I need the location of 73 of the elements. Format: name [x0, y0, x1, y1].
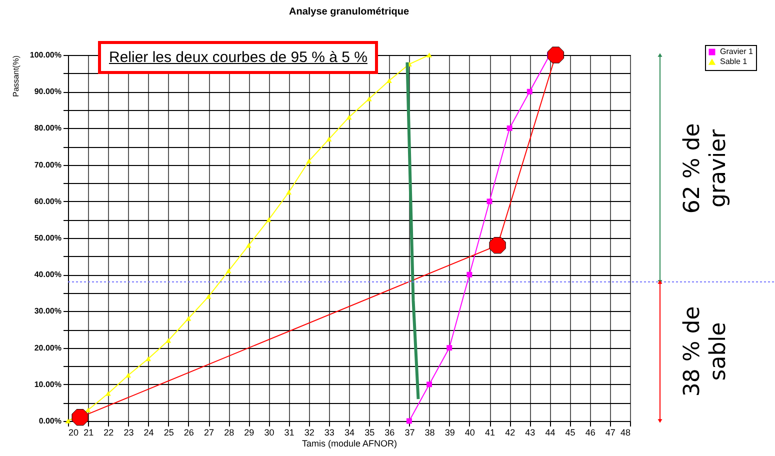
x-tick-label: 37	[404, 428, 415, 438]
point	[125, 372, 131, 378]
x-tick-label: 29	[244, 428, 254, 438]
point	[286, 190, 292, 195]
y-tick-label: 20.00%	[34, 343, 62, 352]
y-tick-label: 70.00%	[34, 160, 62, 170]
point	[406, 418, 412, 424]
x-tick-label: 34	[344, 428, 355, 438]
point	[266, 217, 272, 222]
point	[206, 294, 212, 299]
y-tick-label: 10.00%	[34, 380, 62, 389]
y-tick-label: 60.00%	[34, 196, 62, 206]
x-tick-label: 39	[444, 428, 455, 438]
x-tick-label: 20	[68, 428, 79, 438]
x-tick-label: 21	[84, 428, 94, 438]
point	[226, 268, 232, 274]
y-tick-label: 80.00%	[34, 124, 62, 133]
point	[72, 409, 88, 426]
x-tick-label: 44	[545, 428, 556, 438]
point	[146, 356, 152, 362]
x-tick-label: 41	[484, 428, 496, 438]
x-tick-label: 36	[384, 428, 395, 438]
outlined-note: Relier les deux courbes de 95 % à 5 %	[98, 41, 378, 74]
x-axis-title: Tamis (module AFNOR)	[302, 438, 398, 448]
y-axis-title: Passant(%)	[12, 55, 20, 97]
point	[246, 242, 252, 248]
point	[166, 338, 172, 343]
point	[446, 345, 452, 351]
x-tick-label: 47	[605, 428, 616, 438]
point	[366, 96, 372, 102]
point	[466, 272, 472, 278]
x-tick-label: 40	[464, 428, 475, 438]
x-tick-label: 27	[204, 428, 214, 438]
x-tick-label: 35	[364, 428, 375, 438]
text: 62 % de gravier	[680, 123, 731, 214]
x-tick-label: 30	[264, 428, 274, 438]
x-tick-label: 33	[324, 428, 334, 438]
y-tick-label: 90.00%	[34, 87, 62, 96]
y-tick-label: 0.00%	[38, 416, 62, 426]
point	[326, 136, 332, 142]
point	[526, 88, 532, 94]
point	[489, 237, 506, 254]
x-tick-label: 42	[505, 428, 516, 438]
point	[426, 52, 432, 58]
x-tick-label: 26	[184, 428, 194, 438]
point	[386, 78, 392, 83]
x-tick-label: 22	[104, 428, 114, 438]
x-tick-label: 24	[144, 428, 154, 438]
x-tick-label: 45	[565, 428, 576, 438]
x-tick-label: 31	[284, 428, 294, 438]
x-tick-label: 25	[164, 428, 174, 438]
legend-label: Gravier 1	[720, 47, 754, 56]
y-tick-label: 100.00%	[30, 50, 62, 60]
text: 38 % de sable	[680, 306, 731, 397]
x-tick-label: 48	[620, 428, 630, 438]
point	[547, 46, 564, 64]
x-tick-label: 28	[224, 428, 234, 438]
point	[186, 316, 192, 321]
x-tick-label: 43	[525, 428, 536, 438]
x-tick-label: 32	[304, 428, 314, 438]
point	[486, 198, 492, 204]
point	[306, 158, 312, 164]
x-tick-label: 46	[585, 428, 596, 438]
chart-title: Analyse granulométrique	[288, 6, 410, 18]
y-tick-label: 50.00%	[34, 234, 62, 242]
point	[506, 125, 512, 131]
y-tick-label: 40.00%	[34, 270, 62, 280]
x-tick-label: 38	[424, 428, 435, 438]
y-tick-label: 30.00%	[34, 306, 62, 316]
x-tick-label: 23	[124, 428, 134, 438]
point	[346, 114, 352, 120]
legend-label: Sable 1	[720, 57, 748, 66]
point	[426, 382, 432, 388]
